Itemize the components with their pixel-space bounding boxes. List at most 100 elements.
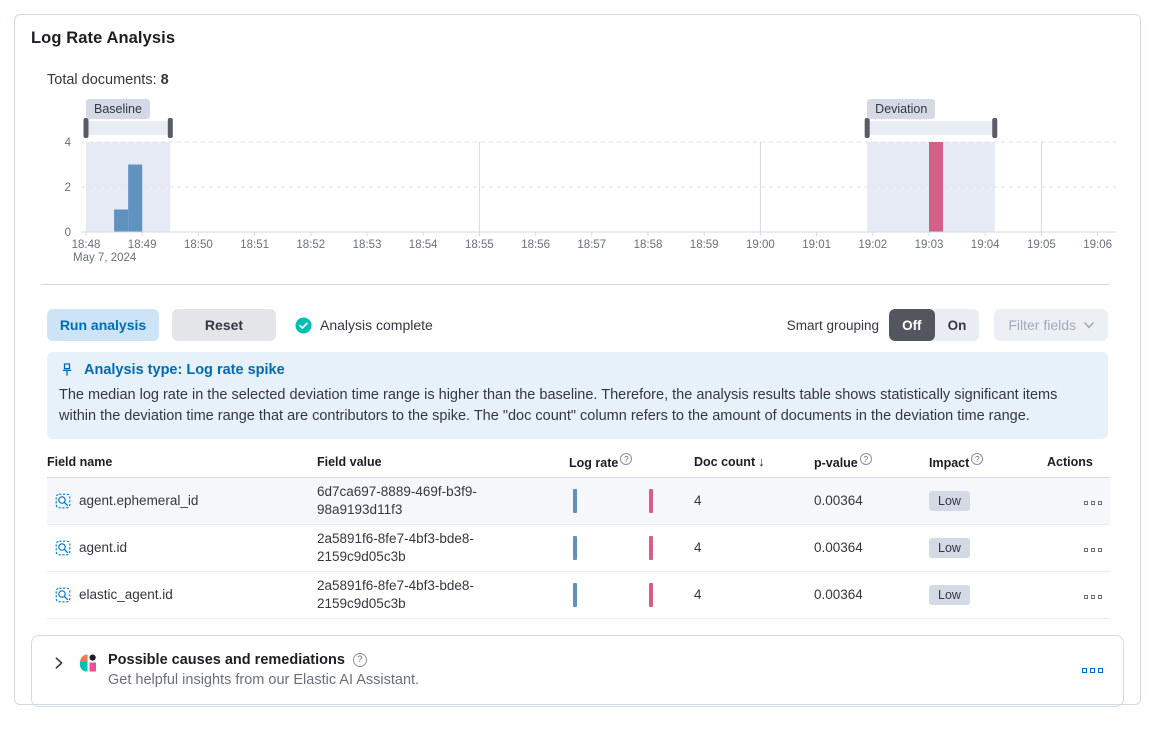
log-rate-sparkline <box>569 536 657 561</box>
smart-grouping-label: Smart grouping <box>786 317 880 333</box>
smart-grouping-toggle: Off On <box>889 309 980 341</box>
p-value: 0.00364 <box>814 493 863 509</box>
analysis-results-table: Field name Field value Log rate? Doc cou… <box>47 451 1110 619</box>
baseline-brush[interactable] <box>86 121 171 135</box>
svg-text:0: 0 <box>65 227 71 239</box>
table-row: agent.id 2a5891f6-8fe7-4bf3-bde8-2159c9d… <box>47 525 1110 572</box>
field-name: agent.ephemeral_id <box>79 493 199 509</box>
row-actions-icon[interactable] <box>1084 595 1102 600</box>
p-value: 0.00364 <box>814 587 863 603</box>
histogram-svg: 18:48 18:49 18:50 18:51 18:52 18:53 18:54 18:55… <box>65 118 1116 264</box>
svg-text:May 7, 2024: May 7, 2024 <box>73 252 137 264</box>
chevron-right-icon[interactable] <box>52 656 66 670</box>
deviation-mini-bar <box>649 489 653 514</box>
log-rate-sparkline <box>569 489 657 514</box>
check-circle-icon <box>295 317 312 333</box>
impact-badge: Low <box>929 491 970 512</box>
filter-field-icon[interactable] <box>55 587 71 603</box>
panel-actions-icon[interactable] <box>1082 667 1103 673</box>
footer-subtitle: Get helpful insights from our Elastic AI… <box>108 672 420 689</box>
field-value: 2a5891f6-8fe7-4bf3-bde8-2159c9d05c3b <box>317 578 474 612</box>
col-field-name: Field name <box>47 451 317 479</box>
svg-text:18:50: 18:50 <box>184 239 213 251</box>
analysis-type-callout: Analysis type: Log rate spike The median… <box>47 352 1108 439</box>
footer-title: Possible causes and remediations <box>108 652 345 669</box>
baseline-mini-bar <box>573 583 577 608</box>
svg-text:18:57: 18:57 <box>577 239 606 251</box>
filter-field-icon[interactable] <box>55 493 71 509</box>
elastic-ai-assistant-icon <box>80 654 96 672</box>
deviation-mini-bar <box>649 536 653 561</box>
log-rate-analysis-panel: Log Rate Analysis Total documents: 8 18:… <box>14 14 1141 708</box>
help-icon[interactable]: ? <box>971 453 984 465</box>
impact-badge: Low <box>929 538 970 559</box>
row-actions-icon[interactable] <box>1084 501 1102 506</box>
svg-text:18:55: 18:55 <box>465 239 494 251</box>
chevron-down-icon <box>1084 321 1094 328</box>
impact-badge: Low <box>929 585 970 606</box>
pin-icon <box>62 363 72 376</box>
deviation-brush-handle[interactable] <box>992 118 998 138</box>
baseline-brush-handle[interactable] <box>167 118 173 138</box>
svg-text:19:01: 19:01 <box>802 239 831 251</box>
total-documents: Total documents: 8 <box>47 72 1108 88</box>
total-documents-value: 8 <box>160 72 169 88</box>
svg-text:19:06: 19:06 <box>1083 239 1112 251</box>
svg-text:19:00: 19:00 <box>746 239 775 251</box>
field-name: elastic_agent.id <box>79 587 173 603</box>
svg-text:18:56: 18:56 <box>521 239 550 251</box>
p-value: 0.00364 <box>814 540 863 556</box>
doc-count: 4 <box>694 493 702 509</box>
svg-text:18:49: 18:49 <box>128 239 157 251</box>
filter-fields-button[interactable]: Filter fields <box>994 309 1108 341</box>
question-icon[interactable]: ? <box>352 653 367 668</box>
field-value: 6d7ca697-8889-469f-b3f9-98a9193d11f3 <box>317 484 477 518</box>
run-analysis-button[interactable]: Run analysis <box>47 309 159 341</box>
document-count-chart: 18:48 18:49 18:50 18:51 18:52 18:53 18:54 18:55… <box>41 92 1121 264</box>
svg-text:18:52: 18:52 <box>296 239 325 251</box>
help-icon[interactable]: ? <box>620 453 633 465</box>
svg-text:19:02: 19:02 <box>858 239 887 251</box>
analysis-status: Analysis complete <box>295 317 433 334</box>
deviation-mini-bar <box>649 583 653 608</box>
table-header-row: Field name Field value Log rate? Doc cou… <box>47 451 1110 479</box>
deviation-bar <box>929 142 944 232</box>
possible-causes-panel[interactable]: Possible causes and remediations ? Get h… <box>31 635 1124 708</box>
field-value: 2a5891f6-8fe7-4bf3-bde8-2159c9d05c3b <box>317 531 474 565</box>
field-name: agent.id <box>79 540 128 556</box>
callout-title-row: Analysis type: Log rate spike <box>59 360 1096 378</box>
svg-text:4: 4 <box>65 137 72 149</box>
row-actions-icon[interactable] <box>1084 548 1102 553</box>
toolbar-right: Smart grouping Off On Filter fields <box>787 309 1108 341</box>
doc-count: 4 <box>694 587 702 603</box>
col-doc-count-sort[interactable]: Doc count ↓ <box>682 451 802 479</box>
sort-descending-icon: ↓ <box>758 454 765 470</box>
help-icon[interactable]: ? <box>859 453 872 465</box>
status-text: Analysis complete <box>320 317 433 333</box>
callout-title: Analysis type: Log rate spike <box>84 362 285 378</box>
log-rate-sparkline <box>569 583 657 608</box>
svg-text:19:03: 19:03 <box>915 239 944 251</box>
baseline-mini-bar <box>573 489 577 514</box>
svg-text:18:48: 18:48 <box>72 239 101 251</box>
deviation-badge: Deviation <box>867 99 936 119</box>
baseline-brush-handle[interactable] <box>83 118 89 138</box>
smart-grouping-off-button[interactable]: Off <box>889 309 935 341</box>
svg-text:19:04: 19:04 <box>971 239 1000 251</box>
col-impact: Impact? <box>917 451 1047 479</box>
col-log-rate: Log rate? <box>557 451 682 479</box>
col-p-value: p-value? <box>802 451 917 479</box>
reset-button[interactable]: Reset <box>172 309 276 341</box>
baseline-bar <box>114 209 129 232</box>
col-field-value: Field value <box>317 451 557 479</box>
filter-fields-label: Filter fields <box>1008 317 1076 333</box>
filter-field-icon[interactable] <box>55 540 71 556</box>
deviation-brush-handle[interactable] <box>864 118 870 138</box>
section-divider <box>41 284 1109 285</box>
deviation-brush[interactable] <box>867 121 995 135</box>
smart-grouping-on-button[interactable]: On <box>947 317 967 333</box>
svg-text:18:54: 18:54 <box>409 239 438 251</box>
baseline-bar <box>128 164 143 232</box>
svg-text:18:59: 18:59 <box>690 239 719 251</box>
baseline-mini-bar <box>573 536 577 561</box>
